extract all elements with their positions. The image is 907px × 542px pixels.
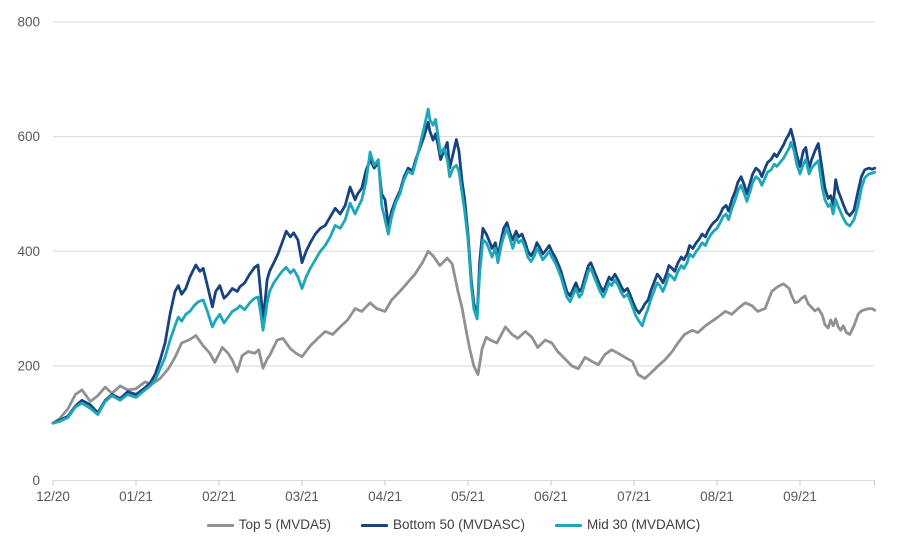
legend-label-top5: Top 5 (MVDA5): [238, 517, 331, 533]
legend-swatch-bottom50: [360, 523, 388, 527]
x-axis-label-12/20: 12/20: [36, 489, 70, 504]
chart-legend: Top 5 (MVDA5) Bottom 50 (MVDASC) Mid 30 …: [0, 514, 907, 536]
x-axis-label-04/21: 04/21: [368, 489, 402, 504]
x-axis-label-01/21: 01/21: [119, 489, 153, 504]
x-axis-label-03/21: 03/21: [285, 489, 319, 504]
y-axis-label-200: 200: [17, 358, 40, 373]
series-line-mid30: [51, 107, 877, 425]
x-axis-label-02/21: 02/21: [202, 489, 236, 504]
legend-swatch-top5: [206, 523, 234, 527]
y-axis-label-800: 800: [17, 15, 40, 30]
legend-label-bottom50: Bottom 50 (MVDASC): [392, 517, 526, 533]
series-line-bottom50: [51, 120, 877, 425]
y-axis-label-400: 400: [17, 244, 40, 259]
legend-item-mid30: Mid 30 (MVDAMC): [555, 518, 700, 532]
legend-item-top5: Top 5 (MVDA5): [206, 517, 331, 533]
legend-swatch-mid30: [555, 523, 583, 527]
x-axis-label-09/21: 09/21: [783, 489, 817, 504]
y-axis-label-600: 600: [17, 129, 40, 144]
x-axis-label-06/21: 06/21: [534, 489, 568, 504]
x-axis-label-05/21: 05/21: [451, 489, 485, 504]
y-axis-label-0: 0: [32, 473, 40, 488]
legend-item-bottom50: Bottom 50 (MVDASC): [360, 517, 526, 533]
x-axis-label-08/21: 08/21: [700, 489, 734, 504]
legend-label-mid30: Mid 30 (MVDAMC): [587, 517, 701, 533]
x-axis-label-07/21: 07/21: [617, 489, 651, 504]
series-line-top5: [51, 249, 877, 425]
